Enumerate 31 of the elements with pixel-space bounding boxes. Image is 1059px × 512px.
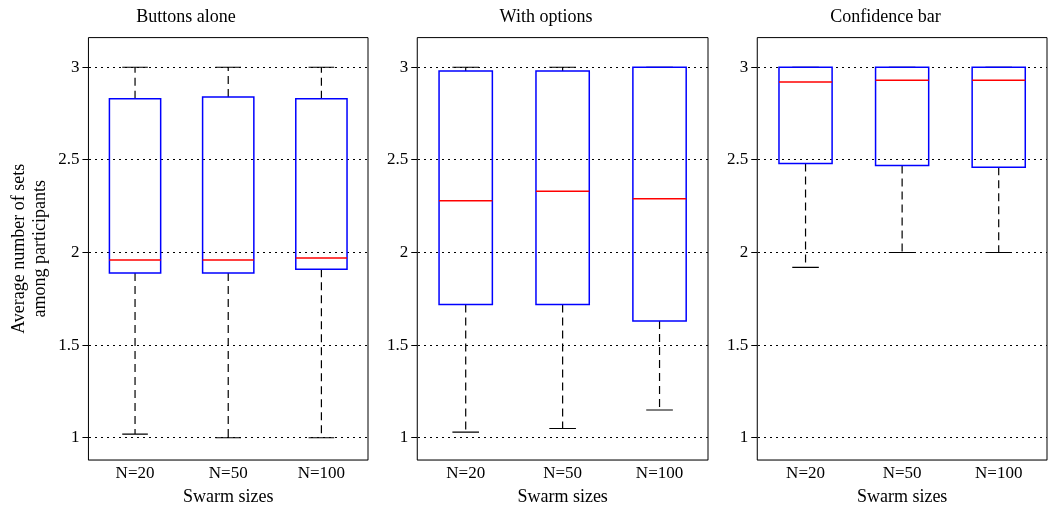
y-tick-label: 1 (70, 427, 80, 447)
y-tick-label: 2.5 (58, 149, 80, 169)
y-tick-label: 3 (70, 56, 80, 76)
x-axis-title: Swarm sizes (182, 485, 274, 506)
x-tick-label: N=20 (446, 462, 486, 482)
x-tick-label: N=50 (543, 462, 583, 482)
x-axis-title: Swarm sizes (856, 485, 948, 506)
y-tick-label: 3 (739, 56, 749, 76)
y-tick-label: 1 (399, 427, 409, 447)
x-axis-title: Swarm sizes (517, 485, 608, 506)
x-tick-label: N=50 (882, 462, 922, 482)
chart-title: Confidence bar (830, 5, 941, 26)
x-tick-label: N=20 (786, 462, 825, 482)
chart-title: With options (499, 5, 593, 26)
x-tick-label: N=100 (635, 462, 684, 482)
y-tick-label: 1.5 (58, 334, 80, 354)
y-tick-label: 3 (399, 56, 409, 76)
y-tick-label: 2.5 (727, 149, 749, 169)
chart-title: Buttons alone (136, 5, 236, 26)
y-tick-label: 1 (739, 427, 749, 447)
y-tick-label: 1.5 (387, 334, 409, 354)
y-tick-label: 1.5 (727, 334, 749, 354)
y-tick-label: 2.5 (387, 149, 409, 169)
y-tick-label: 2 (739, 241, 749, 261)
x-tick-label: N=50 (208, 462, 248, 482)
y-tick-label: 2 (70, 241, 80, 261)
y-tick-label: 2 (399, 241, 409, 261)
x-tick-label: N=20 (115, 462, 155, 482)
x-tick-label: N=100 (297, 462, 346, 482)
y-axis-title: Average number of sets among participants (7, 163, 50, 334)
x-tick-label: N=100 (975, 462, 1023, 482)
